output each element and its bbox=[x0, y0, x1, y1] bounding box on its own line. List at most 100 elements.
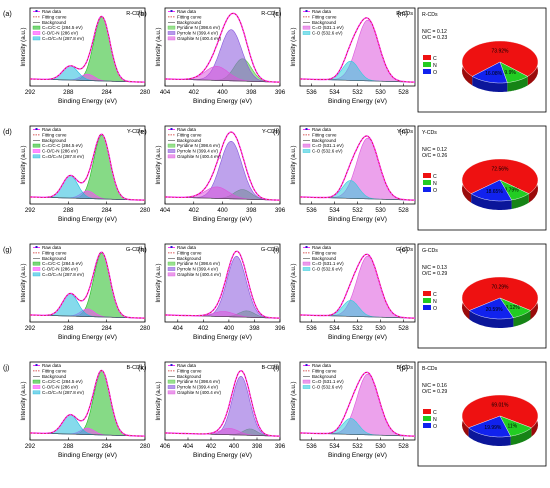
legend-label: C=C/C-C (284.5 eV) bbox=[42, 379, 83, 384]
x-tick-label: 398 bbox=[252, 443, 263, 450]
y-axis-label: Intensity (a.u.) bbox=[20, 145, 27, 184]
y-axis-label: Intensity (a.u.) bbox=[155, 381, 162, 420]
x-tick-label: 396 bbox=[275, 443, 286, 450]
panel-letter: (n) bbox=[399, 127, 408, 136]
pie-legend-swatch bbox=[423, 69, 431, 74]
sample-tag: Y-CDs bbox=[127, 129, 143, 135]
fitting-curve bbox=[30, 16, 146, 83]
spectrum-panel-h: 404 402 400 398 396 Binding Energy (eV) Intens… bbox=[138, 243, 286, 341]
panel-letter: (b) bbox=[138, 9, 147, 18]
spectrum-panel-b: 404 402 400 398 396 Binding Energy (eV) Intens… bbox=[138, 7, 286, 105]
legend-label: Raw data bbox=[312, 9, 332, 14]
sample-tag: R-CDs bbox=[396, 11, 413, 17]
legend-raw-marker bbox=[305, 364, 308, 366]
y-axis-label: Intensity (a.u.) bbox=[155, 145, 162, 184]
pie-value-label: 18.65% bbox=[486, 189, 504, 195]
legend-raw-marker bbox=[35, 10, 38, 12]
spectrum-panel-k: 406 404 402 400 398 396 Binding Energy (eV) Int… bbox=[138, 361, 286, 459]
x-tick-label: 402 bbox=[189, 207, 200, 214]
legend-swatch bbox=[302, 31, 311, 35]
pie-value-label: 16.08% bbox=[485, 71, 503, 77]
x-tick-label: 532 bbox=[352, 443, 363, 450]
pie-value-label: 9.9% bbox=[504, 70, 516, 76]
legend-swatch bbox=[32, 272, 41, 277]
legend-label: C-O (532.6 eV) bbox=[312, 385, 343, 390]
x-tick-label: 528 bbox=[398, 89, 409, 96]
pie-frame bbox=[417, 243, 547, 349]
fitting-curve bbox=[300, 253, 416, 319]
legend-label: Background bbox=[312, 20, 337, 25]
panel-letter: (h) bbox=[138, 245, 147, 254]
x-tick-label: 284 bbox=[102, 89, 113, 96]
legend-swatch bbox=[32, 36, 41, 41]
legend-raw-marker bbox=[170, 10, 173, 12]
x-tick-label: 532 bbox=[352, 89, 363, 96]
x-tick-label: 536 bbox=[306, 207, 317, 214]
x-tick-label: 530 bbox=[375, 207, 386, 214]
legend-label: Background bbox=[312, 374, 337, 379]
legend-swatch bbox=[32, 143, 41, 148]
x-tick-label: 528 bbox=[398, 207, 409, 214]
legend-label: Raw data bbox=[42, 363, 62, 368]
x-tick-label: 402 bbox=[189, 89, 200, 96]
sample-tag: R-CDs bbox=[261, 11, 278, 17]
pie-side bbox=[510, 427, 532, 446]
x-tick-label: 536 bbox=[306, 443, 317, 450]
fitting-curve bbox=[165, 131, 281, 201]
sample-tag: B-CDs bbox=[127, 365, 144, 371]
legend-swatch bbox=[32, 25, 41, 30]
legend-label: Background bbox=[42, 374, 67, 379]
x-tick-label: 288 bbox=[63, 89, 74, 96]
legend-swatch bbox=[302, 379, 311, 384]
sample-tag: G-CDs bbox=[396, 247, 413, 253]
ratio-nc: N/C = 0.12 bbox=[422, 147, 447, 153]
x-tick-label: 398 bbox=[246, 89, 257, 96]
x-tick-label: 292 bbox=[25, 207, 36, 214]
sample-tag: Y-CDs bbox=[422, 130, 437, 136]
x-tick-label: 534 bbox=[329, 207, 340, 214]
legend-label: Raw data bbox=[42, 127, 62, 132]
legend-label: Fitting curve bbox=[42, 368, 67, 373]
legend-label: Pyrrole N (399.4 eV) bbox=[177, 267, 219, 272]
y-axis-label: Intensity (a.u.) bbox=[155, 263, 162, 302]
plot-frame bbox=[29, 361, 146, 441]
legend-label: Raw data bbox=[42, 245, 62, 250]
legend-label: Background bbox=[42, 20, 67, 25]
pie-value-label: 19.99% bbox=[484, 425, 502, 431]
legend-label: Pyrrole N (399.4 eV) bbox=[177, 149, 219, 154]
pie-legend-swatch bbox=[423, 180, 431, 185]
sample-tag: R-CDs bbox=[126, 11, 143, 17]
pie-side bbox=[507, 76, 528, 92]
pie-legend-swatch bbox=[423, 305, 431, 310]
legend-swatch bbox=[302, 385, 311, 389]
pie-value-label: 72.56% bbox=[492, 166, 510, 172]
legend-label: Pyrrole N (399.4 eV) bbox=[177, 31, 219, 36]
legend-label: Pyridine N (398.6 eV) bbox=[177, 261, 221, 266]
spectrum-panel-l: 536 534 532 530 528 Binding Energy (eV) Intens… bbox=[273, 361, 416, 459]
pie-slice bbox=[470, 179, 512, 202]
legend-label: C-O/C-N (286 eV) bbox=[42, 385, 79, 390]
x-tick-label: 406 bbox=[160, 443, 171, 450]
x-axis-label: Binding Energy (eV) bbox=[328, 452, 387, 459]
sample-tag: B-CDs bbox=[262, 365, 279, 371]
pie-legend-swatch bbox=[423, 298, 431, 303]
legend-label: Fitting curve bbox=[42, 14, 67, 19]
legend-label: C-O (532.6 eV) bbox=[312, 149, 343, 154]
plot-frame bbox=[164, 243, 281, 323]
x-tick-label: 280 bbox=[140, 325, 151, 332]
x-tick-label: 534 bbox=[329, 443, 340, 450]
pie-slice bbox=[499, 415, 532, 437]
panel-letter: (i) bbox=[273, 245, 279, 254]
pie-legend-swatch bbox=[423, 187, 431, 192]
sample-tag: B-CDs bbox=[422, 366, 438, 372]
legend-label: Background bbox=[42, 256, 67, 261]
legend-raw-marker bbox=[35, 128, 38, 130]
legend-label: C=O/C=N (287.8 eV) bbox=[42, 390, 85, 395]
x-tick-label: 288 bbox=[63, 325, 74, 332]
legend-label: Fitting curve bbox=[312, 250, 337, 255]
fitting-curve bbox=[165, 12, 281, 83]
panel-letter: (j) bbox=[3, 363, 9, 372]
pie-slice bbox=[461, 394, 539, 429]
pie-value-label: 11% bbox=[507, 423, 517, 429]
legend-label: Fitting curve bbox=[177, 368, 202, 373]
